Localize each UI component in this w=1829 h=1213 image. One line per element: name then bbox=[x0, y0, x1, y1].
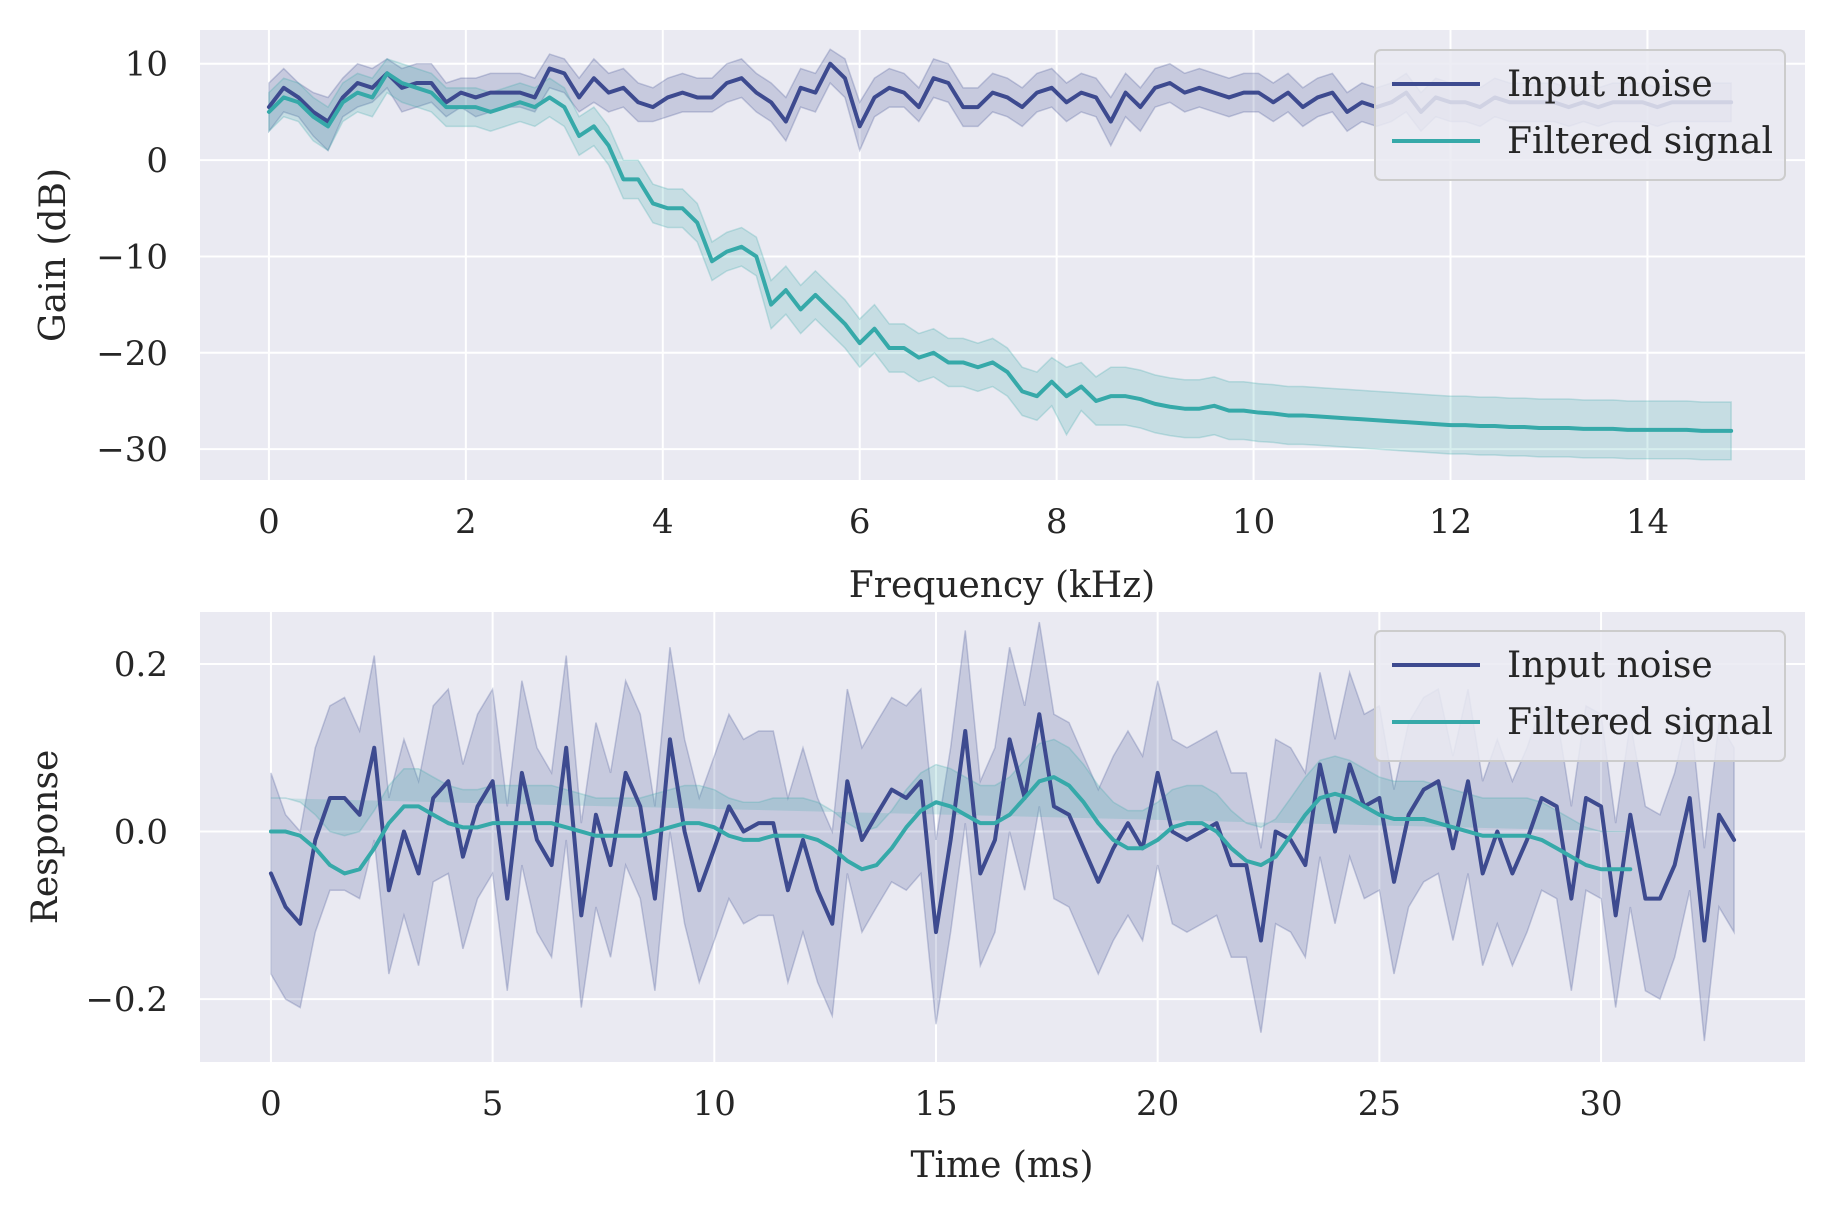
response-confidence-bands bbox=[270, 621, 1735, 1042]
x-tick-label: 10 bbox=[1232, 502, 1275, 542]
series-band-input-noise bbox=[270, 621, 1735, 1042]
y-tick-label: −0.2 bbox=[85, 980, 168, 1020]
series-line-input-noise bbox=[268, 712, 1737, 943]
gain-legend: Input noise Filtered signal bbox=[1374, 49, 1786, 181]
response-x-axis-label: Time (ms) bbox=[910, 1145, 1093, 1186]
y-tick-label: −10 bbox=[96, 237, 168, 277]
x-tick-label: 8 bbox=[1046, 502, 1068, 542]
x-tick-label: 15 bbox=[914, 1084, 957, 1124]
y-tick-label: 10 bbox=[125, 45, 168, 85]
series-line-filtered-signal bbox=[268, 775, 1633, 876]
y-tick-label: 0.2 bbox=[114, 645, 168, 685]
x-tick-label: 14 bbox=[1626, 502, 1669, 542]
x-tick-label: 20 bbox=[1136, 1084, 1179, 1124]
x-tick-label: 0 bbox=[260, 1084, 282, 1124]
y-tick-label: −30 bbox=[96, 430, 168, 470]
x-tick-label: 0 bbox=[258, 502, 280, 542]
legend-label-input-noise: Input noise bbox=[1507, 645, 1713, 686]
response-legend: Input noise Filtered signal bbox=[1374, 630, 1786, 762]
series-line-filtered-signal bbox=[266, 71, 1734, 433]
x-tick-label: 25 bbox=[1358, 1084, 1401, 1124]
legend-label-filtered-signal: Filtered signal bbox=[1507, 121, 1773, 162]
response-y-axis-label: Response bbox=[25, 750, 66, 925]
x-tick-label: 2 bbox=[455, 502, 477, 542]
series-band-filtered-signal bbox=[270, 738, 1631, 837]
gain-y-axis-label: Gain (dB) bbox=[33, 168, 74, 342]
response-y-ticks: −0.2 0.0 0.2 bbox=[85, 645, 168, 1020]
y-tick-label: 0 bbox=[146, 141, 168, 181]
gain-x-axis-label: Frequency (kHz) bbox=[849, 565, 1155, 606]
gain-panel: 0 2 4 6 8 10 12 14 −30 −20 −10 0 10 Frequency (kHz)… bbox=[33, 30, 1805, 606]
response-panel: 0 5 10 15 20 25 30 −0.2 0.0 0.2 Time (ms) Respon… bbox=[25, 612, 1805, 1186]
legend-label-input-noise: Input noise bbox=[1507, 64, 1713, 105]
response-x-ticks: 0 5 10 15 20 25 30 bbox=[260, 1084, 1623, 1124]
gain-y-ticks: −30 −20 −10 0 10 bbox=[96, 45, 168, 470]
x-tick-label: 6 bbox=[849, 502, 871, 542]
series-band-filtered-signal bbox=[268, 58, 1732, 461]
y-tick-label: 0.0 bbox=[114, 813, 168, 853]
x-tick-label: 5 bbox=[482, 1084, 504, 1124]
x-tick-label: 30 bbox=[1579, 1084, 1622, 1124]
legend-label-filtered-signal: Filtered signal bbox=[1507, 702, 1773, 743]
x-tick-label: 4 bbox=[652, 502, 674, 542]
x-tick-label: 12 bbox=[1429, 502, 1472, 542]
y-tick-label: −20 bbox=[96, 334, 168, 374]
x-tick-label: 10 bbox=[693, 1084, 736, 1124]
response-series-lines bbox=[268, 712, 1737, 943]
gain-x-ticks: 0 2 4 6 8 10 12 14 bbox=[258, 502, 1669, 542]
